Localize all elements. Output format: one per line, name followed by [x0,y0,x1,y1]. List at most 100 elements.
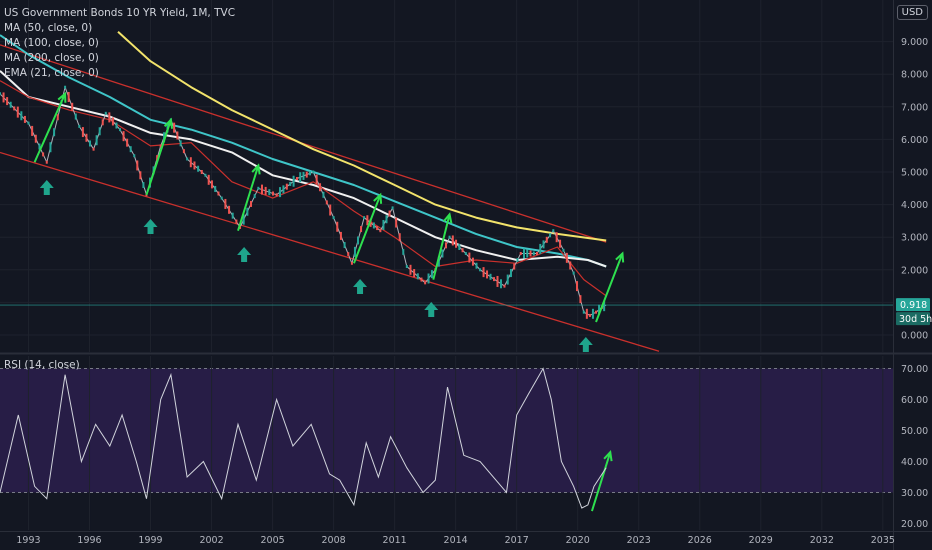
legend: US Government Bonds 10 YR Yield, 1M, TVC… [4,6,235,81]
candle [526,249,529,258]
candle [416,273,419,280]
candle [67,92,70,103]
candle [292,175,295,187]
candle [455,239,458,248]
trend-arrow-head [251,163,261,175]
candle [552,229,555,233]
candle [499,279,502,289]
candle [115,122,118,129]
candle [315,174,318,185]
candle [350,261,353,265]
last-price-label: 0.918 [900,300,927,311]
candle [464,252,467,255]
candle [31,125,34,136]
candle [482,267,485,278]
candle [353,246,356,257]
price-tick-label: 6.000 [901,135,928,146]
candle [451,235,454,246]
candle [250,200,253,207]
candle [133,154,136,158]
candle [322,191,325,198]
time-tick-label: 1993 [16,535,40,546]
candle [309,171,312,176]
price-tick-label: 0.000 [901,331,928,342]
candle [372,222,375,229]
candle [204,173,207,177]
rsi-legend: RSI (14, close) [4,358,80,373]
candle [53,128,56,137]
candle [588,313,591,317]
candle [569,261,572,270]
candle [38,143,41,150]
candle [506,274,509,285]
candle [489,273,492,280]
rsi-tick-label: 30.00 [901,488,928,499]
candle [479,268,482,272]
candle [224,198,227,209]
candle [23,115,26,123]
legend-ema21[interactable]: EMA (21, close, 0) [4,67,99,79]
rsi-band [0,368,893,493]
currency-button[interactable]: USD [896,5,928,20]
channel-lower [0,151,660,352]
candle [496,275,499,287]
candle [92,147,95,151]
candle [339,231,342,240]
rsi-tick-label: 50.00 [901,426,928,437]
candle [427,273,430,284]
candle [179,140,182,147]
time-tick-label: 2014 [444,535,468,546]
legend-ma100[interactable]: MA (100, close, 0) [4,37,99,49]
candle [163,132,166,143]
candle [159,144,162,148]
candle [441,249,444,258]
price-tick-label: 8.000 [901,70,928,81]
candle [235,219,238,224]
candle [6,97,9,106]
candle [458,243,461,250]
candle [343,242,346,249]
candle [217,191,220,196]
candle [437,256,440,267]
candle [591,308,594,319]
trend-arrow-head [615,251,625,263]
candle [89,140,92,147]
candle [253,194,256,199]
time-tick-label: 2002 [199,535,223,546]
candle [398,233,401,242]
candle [104,111,107,115]
rsi-tick-label: 20.00 [901,519,928,530]
candle [197,165,200,172]
candle [214,185,217,192]
candle [559,239,562,248]
candle [279,187,282,198]
candle [78,124,81,128]
candle [101,119,104,126]
candle [98,127,101,136]
candle [129,146,132,153]
rsi-tick-label: 60.00 [901,395,928,406]
candle [347,252,350,257]
rsi-label[interactable]: RSI (14, close) [4,359,80,371]
candle [319,183,322,192]
candle [366,215,369,226]
legend-ma50[interactable]: MA (50, close, 0) [4,22,93,34]
trend-arrow-head [57,91,67,103]
legend-ma200[interactable]: MA (200, close, 0) [4,52,99,64]
candle [305,171,308,178]
candle [388,210,391,217]
trend-arrow [432,214,451,280]
candle [275,193,278,197]
candle [493,277,496,282]
candle [329,204,332,216]
buy-marker-icon [578,337,593,352]
trend-arrow-head [373,192,383,204]
candle [523,248,526,259]
candle [271,191,274,196]
candle [302,171,305,180]
candle [549,233,552,238]
candle [555,232,558,243]
candle [513,263,516,270]
candle [332,216,335,220]
